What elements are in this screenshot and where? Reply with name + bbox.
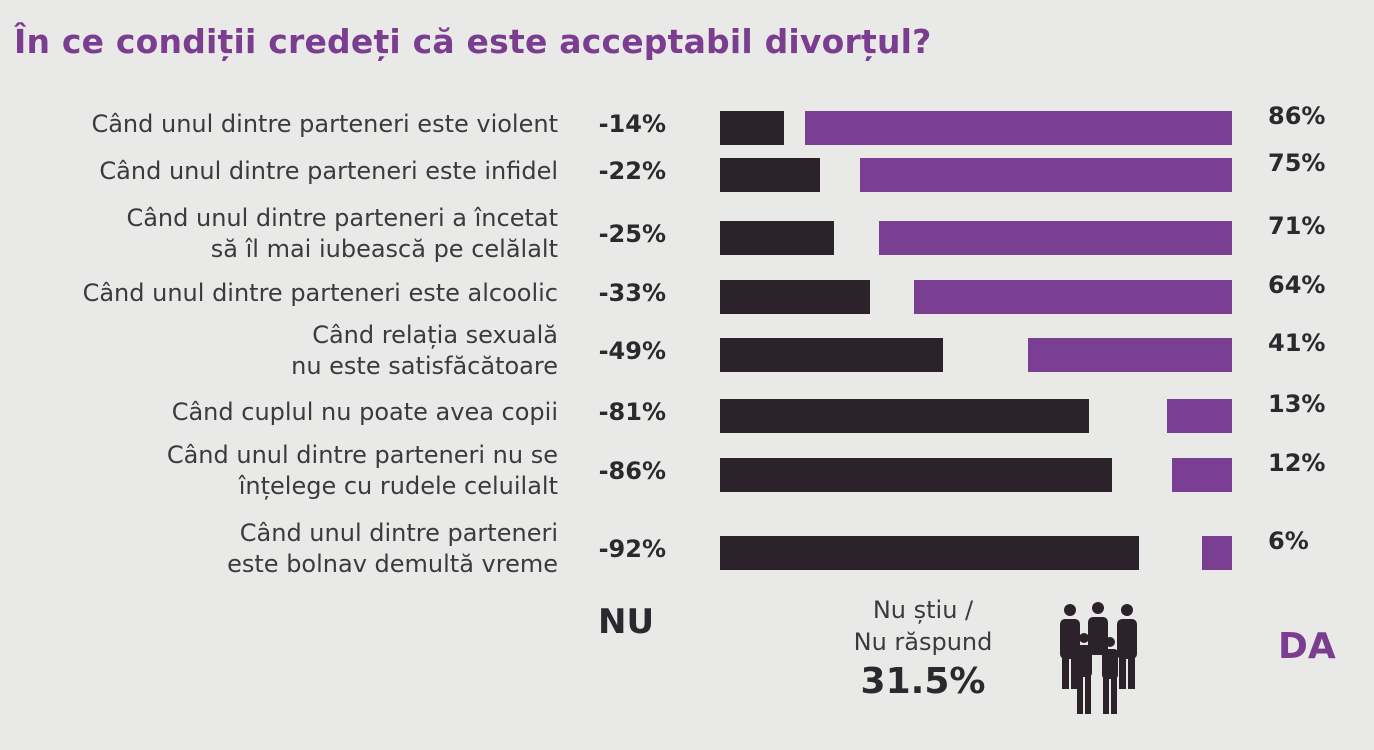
da-bar	[914, 280, 1232, 314]
category-label-line: Când relația sexuală	[312, 321, 558, 349]
da-bar	[1202, 536, 1232, 570]
category-label: Când unul dintre parteneri este alcoolic	[0, 278, 558, 309]
category-label: Când unul dintre parteneri este bolnav de…	[0, 518, 558, 580]
nu-value-label: -25%	[598, 220, 666, 248]
da-value-label: 13%	[1268, 390, 1326, 418]
category-label-line: înțelege cu rudele celuilalt	[238, 472, 558, 500]
category-label-line: Când unul dintre parteneri nu se	[166, 441, 558, 469]
da-value-label: 6%	[1268, 527, 1309, 555]
category-label: Când unul dintre parteneri este infidel	[0, 156, 558, 187]
da-bar	[1172, 458, 1232, 492]
da-value-label: 75%	[1268, 149, 1326, 177]
nu-value-label: -22%	[598, 157, 666, 185]
nu-bar	[720, 158, 821, 192]
category-label-line: nu este satisfăcătoare	[291, 352, 558, 380]
da-legend-label: DA	[1278, 626, 1336, 667]
category-label-line: Când unul dintre parteneri este alcoolic	[82, 278, 558, 307]
no-answer-line-2: Nu răspund	[853, 628, 993, 656]
nu-bar	[720, 458, 1112, 492]
da-bar	[804, 111, 1232, 145]
category-label: Când unul dintre parteneri este violent	[0, 109, 558, 140]
da-value-label: 41%	[1268, 329, 1326, 357]
people-group-icon	[1060, 602, 1137, 714]
nu-bar	[720, 111, 784, 145]
nu-bar	[720, 399, 1090, 433]
nu-bar	[720, 221, 834, 255]
da-value-label: 71%	[1268, 212, 1326, 240]
no-answer-block: Nu știu / Nu răspund 31.5%	[828, 594, 1018, 706]
category-label-line: Când unul dintre parteneri	[239, 519, 558, 547]
da-bar	[879, 221, 1232, 255]
no-answer-line-1: Nu știu /	[872, 596, 974, 624]
category-label-line: să îl mai iubească pe celălalt	[210, 235, 558, 263]
da-bar	[1167, 399, 1232, 433]
nu-bar	[720, 338, 944, 372]
category-label: Când unul dintre parteneri nu se înțelege…	[0, 440, 558, 502]
nu-value-label: -33%	[598, 279, 666, 307]
nu-bar	[720, 536, 1140, 570]
nu-value-label: -49%	[598, 337, 666, 365]
category-label: Când cuplul nu poate avea copii	[0, 397, 558, 428]
nu-legend-label: NU	[598, 602, 655, 642]
nu-value-label: -81%	[598, 398, 666, 426]
nu-value-label: -86%	[598, 457, 666, 485]
da-value-label: 12%	[1268, 449, 1326, 477]
category-label-line: Când unul dintre parteneri a încetat	[126, 204, 558, 232]
nu-bar	[720, 280, 871, 314]
no-answer-value: 31.5%	[860, 661, 986, 702]
category-label-line: este bolnav demultă vreme	[227, 550, 558, 578]
category-label-line: Când unul dintre parteneri este violent	[91, 109, 558, 138]
chart-title: În ce condiții credeți că este acceptabi…	[14, 22, 932, 61]
da-value-label: 86%	[1268, 102, 1326, 130]
nu-value-label: -92%	[598, 535, 666, 563]
category-label: Când relația sexuală nu este satisfăcătoa…	[0, 320, 558, 382]
category-label-line: Când unul dintre parteneri este infidel	[99, 156, 558, 185]
category-label-line: Când cuplul nu poate avea copii	[171, 397, 558, 426]
nu-value-label: -14%	[598, 110, 666, 138]
category-label: Când unul dintre parteneri a încetat să î…	[0, 203, 558, 265]
da-bar	[859, 158, 1232, 192]
da-value-label: 64%	[1268, 271, 1326, 299]
da-bar	[1028, 338, 1232, 372]
